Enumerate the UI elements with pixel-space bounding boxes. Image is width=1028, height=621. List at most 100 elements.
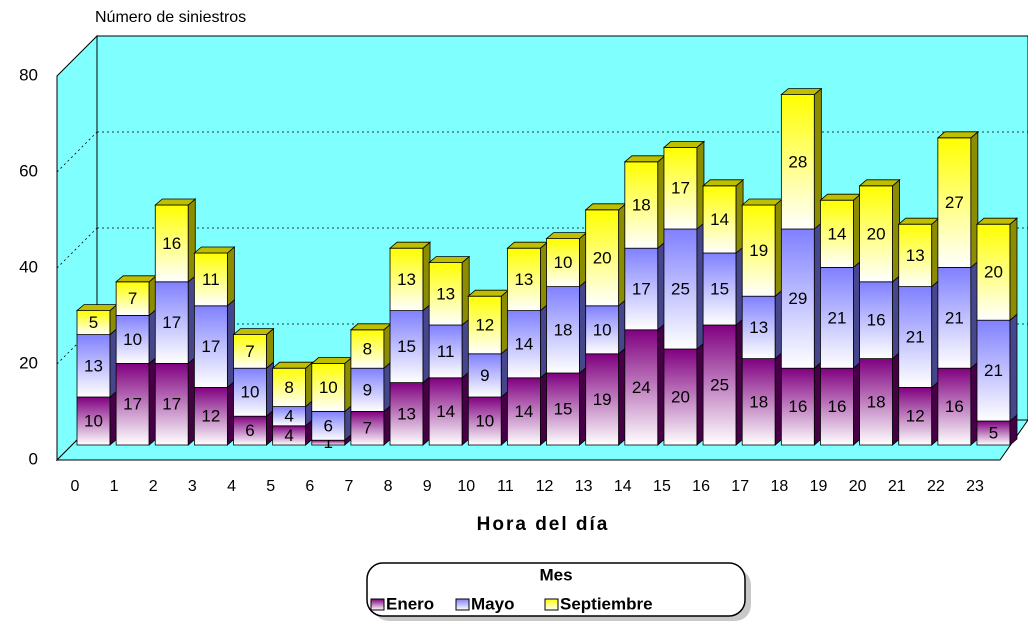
x-tick-label: 23 <box>966 478 984 495</box>
bar-top <box>741 198 784 206</box>
bar-segment <box>233 334 267 369</box>
data-label: 16 <box>867 311 886 330</box>
data-label: 17 <box>671 179 690 198</box>
legend-swatch <box>455 598 470 611</box>
x-tick-label: 20 <box>849 478 867 495</box>
bar-segment <box>859 281 893 359</box>
data-label: 7 <box>363 419 372 438</box>
bar-top <box>154 198 197 206</box>
legend-swatch <box>370 598 385 611</box>
bar-top <box>662 140 706 148</box>
data-label: 28 <box>788 152 807 171</box>
bar-top <box>975 217 1019 225</box>
bar-top <box>584 203 627 211</box>
data-label: 16 <box>788 397 807 416</box>
x-tick-label: 11 <box>497 478 514 495</box>
bar-top <box>271 361 314 369</box>
bar-segment <box>741 295 776 360</box>
bar-segment <box>154 281 189 364</box>
data-label: 10 <box>84 411 103 430</box>
data-label: 11 <box>437 342 455 361</box>
x-tick-label: 0 <box>71 478 80 495</box>
x-tick-label: 14 <box>614 478 632 495</box>
bar-segment <box>467 295 502 355</box>
data-label: 6 <box>245 421 254 440</box>
bar-segment <box>233 415 267 446</box>
data-label: 13 <box>514 270 533 289</box>
data-label: 20 <box>671 387 690 406</box>
x-tick-label: 22 <box>927 478 945 495</box>
data-label: 18 <box>749 392 768 411</box>
data-label: 25 <box>671 279 690 298</box>
bar-segment <box>859 358 893 446</box>
bar-segment <box>546 286 580 374</box>
bar-segment <box>585 209 620 307</box>
x-tick-label: 15 <box>653 478 671 495</box>
data-label: 9 <box>363 380 372 399</box>
x-tick-label: 17 <box>731 478 749 495</box>
legend-label: Mayo <box>471 594 514 613</box>
bar-segment <box>976 319 1011 422</box>
data-label: 14 <box>436 402 455 421</box>
bar-top <box>388 241 432 249</box>
data-label: 21 <box>984 361 1003 380</box>
data-label: 21 <box>906 327 925 346</box>
bar-segment <box>937 367 972 446</box>
bar-segment <box>76 334 111 398</box>
bar-top <box>467 289 510 297</box>
bar-segment <box>820 199 854 268</box>
bar-segment <box>976 420 1011 446</box>
data-label: 19 <box>593 390 612 409</box>
x-tick-label: 16 <box>692 478 710 495</box>
bar-top <box>858 179 901 187</box>
data-label: 13 <box>397 270 416 289</box>
x-tick-label: 8 <box>384 478 393 495</box>
data-label: 5 <box>989 423 998 442</box>
x-tick-label: 2 <box>149 478 158 495</box>
data-label: 15 <box>710 279 729 298</box>
bar-segment <box>389 310 424 384</box>
bar-top <box>701 179 745 187</box>
bar-segment <box>350 329 385 369</box>
data-label: 5 <box>89 313 98 332</box>
data-label: 18 <box>867 392 886 411</box>
bar-segment <box>859 185 893 283</box>
bar-segment <box>115 362 150 446</box>
bar-top <box>310 356 353 364</box>
data-label: 27 <box>945 193 964 212</box>
bar-segment <box>272 367 307 408</box>
bar-segment <box>193 386 228 446</box>
bar-segment <box>428 262 463 326</box>
data-label: 25 <box>710 375 729 394</box>
bar-top <box>936 131 979 139</box>
bar-segment <box>702 324 737 446</box>
bar-segment <box>467 396 502 446</box>
data-label: 14 <box>514 335 533 354</box>
data-label: 8 <box>363 339 372 358</box>
bar-segment <box>780 228 815 369</box>
x-tick-label: 9 <box>423 478 432 495</box>
bar-segment <box>741 204 776 297</box>
x-tick-label: 13 <box>575 478 593 495</box>
data-label: 20 <box>593 248 612 267</box>
bar-segment <box>624 161 659 249</box>
bar-segment <box>663 228 698 350</box>
data-label: 4 <box>284 407 293 426</box>
bar-side <box>226 246 235 307</box>
x-tick-label: 1 <box>110 478 119 495</box>
x-tick-label: 5 <box>266 478 275 495</box>
x-tick-label: 10 <box>457 478 475 495</box>
bar-segment <box>507 377 541 446</box>
bar-segment <box>233 367 267 417</box>
y-tick-label: 0 <box>29 449 38 468</box>
data-label: 1 <box>324 433 333 452</box>
data-label: 20 <box>867 224 886 243</box>
bar-segment <box>507 247 541 311</box>
bar-segment <box>780 367 815 446</box>
bar-segment <box>624 329 659 446</box>
data-label: 18 <box>632 195 651 214</box>
bar-segment <box>154 362 189 446</box>
legend-label: Enero <box>386 594 434 613</box>
bar-segment <box>624 247 659 331</box>
